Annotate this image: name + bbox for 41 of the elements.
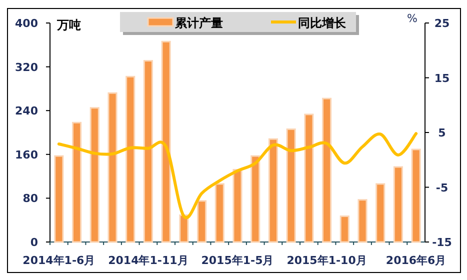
bar (214, 183, 224, 243)
legend-label: 累计产量 (174, 16, 223, 30)
bar (108, 92, 118, 243)
legend-label: 同比增长 (298, 16, 347, 30)
bar (143, 60, 153, 243)
y-axis-title: 万吨 (56, 18, 81, 32)
y2-axis-title: % (407, 12, 418, 25)
y-tick-label: 400 (15, 17, 38, 30)
bar (232, 168, 242, 243)
bar (72, 122, 82, 243)
bar (411, 148, 421, 243)
bar (54, 155, 64, 243)
y2-tick-label: 15 (434, 72, 450, 85)
y2-tick-label: 25 (434, 17, 450, 30)
bar (376, 183, 386, 243)
bar (126, 76, 136, 243)
x-tick-label: 2014年1-6月 (22, 254, 96, 267)
y-tick-label: 320 (15, 60, 38, 74)
y-tick-label: 240 (15, 104, 38, 118)
y-tick-label: 0 (30, 236, 38, 249)
x-tick-label: 2014年1-11月 (108, 254, 188, 267)
y-tick-label: 160 (15, 148, 38, 162)
bar (179, 214, 189, 243)
y-tick-label: 80 (22, 192, 38, 206)
bar (304, 114, 314, 243)
x-tick-label: 2015年1-5月 (201, 254, 274, 267)
y2-tick-label: -5 (436, 181, 448, 194)
bar (268, 138, 278, 243)
y2-tick-label: 5 (438, 126, 446, 140)
bar (322, 98, 332, 243)
x-tick-label: 2015年1-10月 (286, 254, 367, 267)
bar (340, 216, 350, 243)
bar (286, 128, 296, 243)
bar (197, 200, 207, 243)
bar (250, 155, 260, 243)
bar (393, 166, 403, 243)
bar (90, 107, 100, 243)
bar (358, 199, 368, 243)
x-tick-label: 2016年6月 (386, 254, 446, 267)
bar (161, 40, 171, 243)
y2-tick-label: -15 (432, 236, 452, 249)
